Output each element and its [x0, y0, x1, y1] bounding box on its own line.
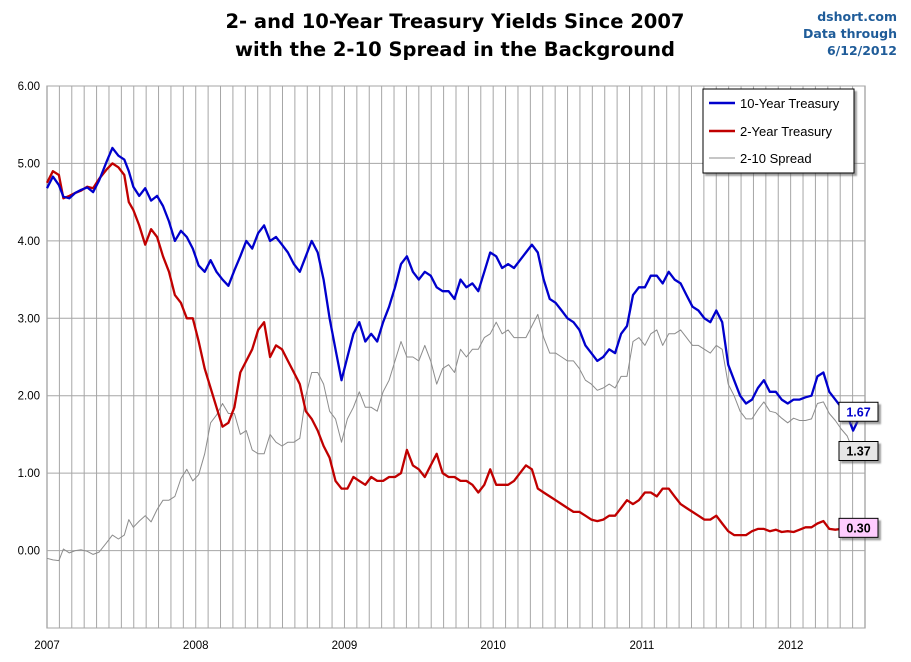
- y-tick-label: 2.00: [18, 391, 40, 403]
- value-callouts: 1.67 1.37 0.30: [838, 401, 879, 538]
- x-tick-label: 2007: [34, 640, 60, 652]
- y-axis-tick-labels: 0.00 1.00 2.00 3.00 4.00 5.00 6.00: [18, 81, 40, 558]
- x-tick-label: 2009: [332, 640, 358, 652]
- credit-date: 6/12/2012: [826, 43, 897, 58]
- callout-box: [838, 440, 879, 461]
- callout-1: 1.37: [838, 440, 879, 461]
- callout-2: 0.30: [838, 517, 879, 538]
- series-line-2-year: [45, 162, 859, 537]
- callout-box: [838, 401, 879, 422]
- chart-title: 2- and 10-Year Treasury Yields Since 200…: [150, 8, 760, 64]
- y-tick-label: 5.00: [18, 158, 40, 170]
- y-tick-label: 6.00: [18, 81, 40, 93]
- x-tick-label: 2012: [778, 640, 804, 652]
- chart-title-line: 2- and 10-Year Treasury Yields Since 200…: [225, 10, 685, 33]
- credit-data-through: Data through: [803, 26, 897, 41]
- callout-value: 1.67: [846, 405, 870, 419]
- y-tick-label: 0.00: [18, 546, 40, 558]
- x-tick-label: 2011: [630, 640, 655, 652]
- callout-value: 0.30: [846, 521, 870, 535]
- legend-label-10-year: 10-Year Treasury: [740, 96, 840, 111]
- x-tick-label: 2010: [480, 640, 506, 652]
- credit-site: dshort.com: [817, 9, 897, 24]
- legend-label-spread: 2-10 Spread: [740, 151, 812, 166]
- x-tick-label: 2008: [183, 640, 209, 652]
- callout-value: 1.37: [846, 444, 870, 458]
- y-tick-label: 3.00: [18, 313, 40, 325]
- vertical-gridlines: [58, 86, 854, 628]
- chart-subtitle-line: with the 2-10 Spread in the Background: [234, 38, 676, 61]
- y-tick-label: 1.00: [18, 468, 40, 480]
- series-lines: [45, 146, 859, 562]
- legend-label-2-year: 2-Year Treasury: [740, 124, 833, 139]
- series-line-10-year: [45, 146, 859, 432]
- y-tick-label: 4.00: [18, 236, 40, 248]
- source-credit: dshort.com Data through 6/12/2012: [803, 8, 897, 59]
- legend: 10-Year Treasury 2-Year Treasury 2-10 Sp…: [702, 88, 855, 174]
- x-axis-tick-labels: 2007 2008 2009 2010 2011 2012: [34, 640, 803, 652]
- horizontal-gridlines: [47, 85, 865, 629]
- callout-box: [838, 517, 879, 538]
- series-line-spread: [46, 313, 859, 562]
- callout-0: 1.67: [838, 401, 879, 422]
